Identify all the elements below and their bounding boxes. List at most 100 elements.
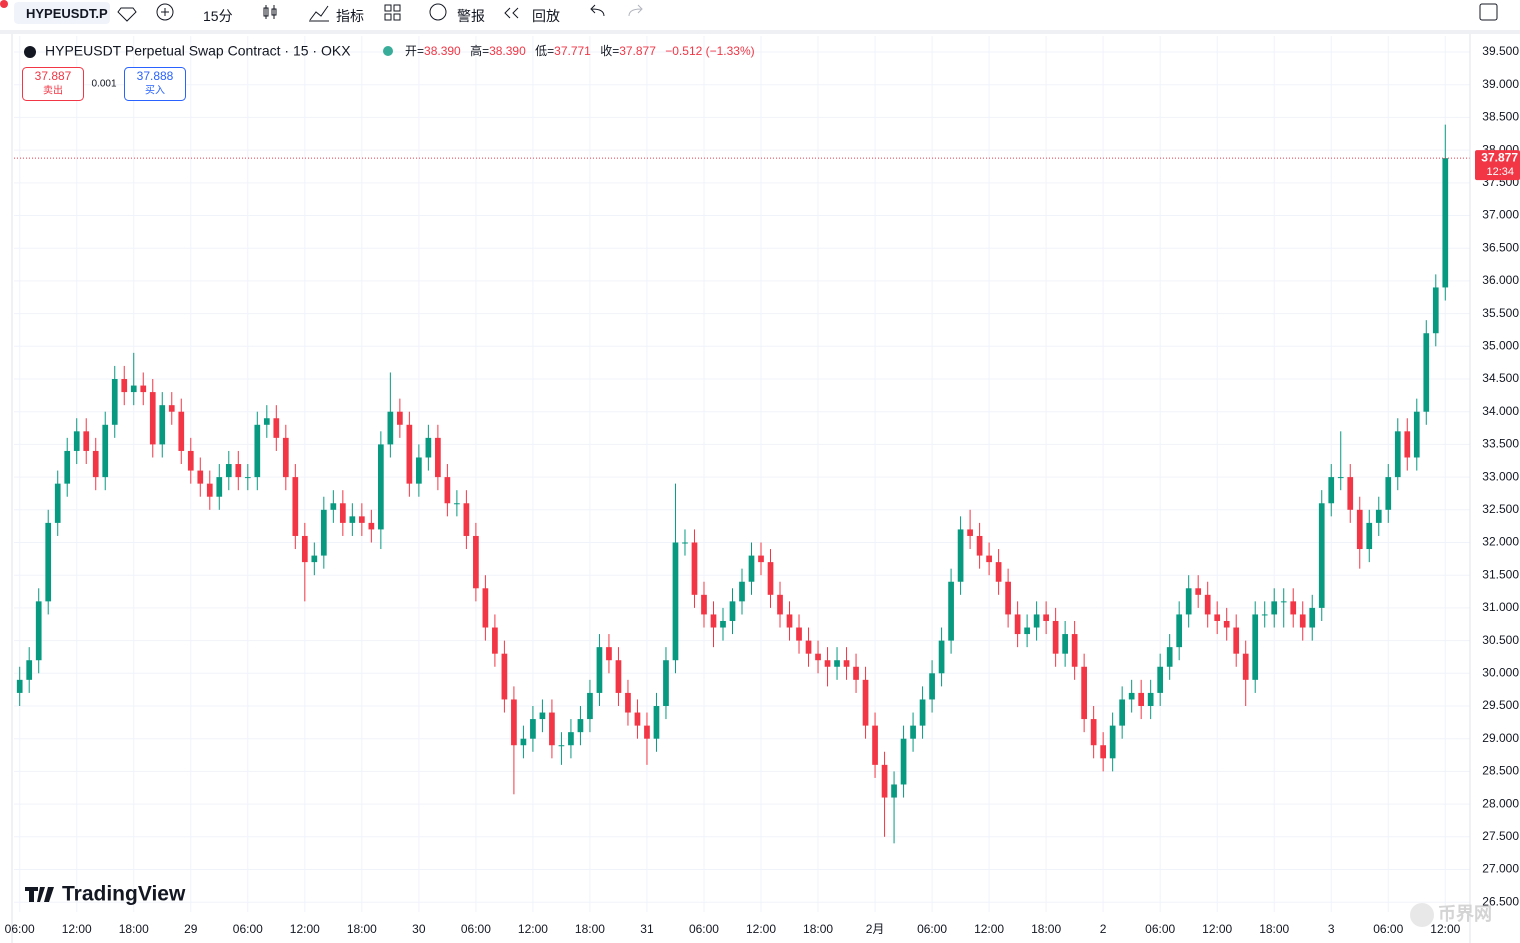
candle-body [1081, 666, 1087, 720]
x-tick-label: 3 [1328, 922, 1335, 936]
candle-body [672, 542, 679, 661]
candle-body [1195, 588, 1202, 595]
candle-body [805, 640, 812, 654]
legend-value: 38.390 [424, 44, 461, 58]
x-tick-label: 30 [412, 922, 426, 936]
candle-body [1252, 614, 1259, 680]
symbol-button[interactable] [14, 2, 110, 24]
candle-body [872, 725, 878, 765]
legend-value: 37.771 [554, 44, 591, 58]
y-tick-label: 33.000 [1482, 469, 1519, 483]
x-tick-label: 2 [1100, 922, 1107, 936]
symbol[interactable]: HYPEUSDT.P [26, 6, 108, 21]
candle-body [596, 647, 603, 693]
candle-body [482, 588, 489, 628]
candle-body [577, 719, 584, 733]
buy-button[interactable] [124, 67, 186, 101]
candle-body [1356, 509, 1363, 550]
candle-body [1214, 614, 1221, 621]
candle-body [644, 725, 650, 739]
legend-change: −0.512 (−1.33%) [665, 44, 754, 58]
candle-body [311, 555, 318, 563]
candle-body [121, 379, 128, 393]
candle-body [796, 627, 802, 641]
legend-label: 高= [470, 43, 489, 58]
x-tick-label: 12:00 [974, 922, 1004, 936]
x-tick-label: 12:00 [746, 922, 776, 936]
candle-body [710, 614, 717, 628]
legend-label: 开= [405, 44, 424, 58]
candle-body [73, 431, 80, 451]
candle-body [634, 712, 641, 726]
candle-body [995, 562, 1002, 582]
candle-body [1423, 333, 1430, 412]
interval[interactable]: 15分 [203, 8, 233, 24]
candle-body [748, 555, 755, 582]
candle-body [824, 660, 831, 667]
y-tick-label: 30.500 [1482, 633, 1519, 647]
candle-body [615, 660, 622, 693]
candle-body [64, 450, 71, 484]
candle-body [777, 594, 783, 615]
sell-price: 37.887 [35, 69, 72, 83]
candle-body [587, 692, 593, 720]
candle-body [292, 477, 299, 536]
candle-body [159, 405, 166, 445]
candle-body [834, 660, 840, 667]
candle-body [45, 522, 52, 602]
candle-body [473, 535, 479, 589]
candle-body [178, 411, 185, 451]
candle-body [168, 405, 175, 412]
candle-body [263, 418, 270, 425]
x-tick-label: 18:00 [119, 922, 149, 936]
candle-body [881, 764, 888, 798]
candle-body [387, 411, 394, 445]
y-tick-label: 39.000 [1482, 77, 1519, 91]
plot [14, 124, 1470, 844]
candle-body [349, 516, 356, 523]
y-tick-label: 30.000 [1482, 665, 1519, 679]
candle-body [358, 516, 365, 523]
alerts[interactable]: 警报 [457, 8, 485, 24]
candle-body [454, 503, 460, 505]
countdown-label: 12:34 [1486, 166, 1514, 178]
candle-body [216, 477, 223, 497]
candle-body [1119, 699, 1126, 726]
x-tick-label: 06:00 [5, 922, 35, 936]
candle-body [273, 418, 280, 438]
x-tick-label: 06:00 [689, 922, 719, 936]
candle-body [435, 437, 441, 478]
candle-body [862, 679, 869, 726]
candle-body [539, 712, 546, 720]
candle-body [339, 503, 346, 523]
candle-body [530, 719, 536, 739]
buy-label: 买入 [145, 85, 165, 97]
candle-body [511, 699, 517, 746]
candle-body [368, 522, 375, 530]
candle-body [406, 424, 413, 484]
y-tick-label: 28.000 [1482, 796, 1519, 810]
candle-body [282, 437, 289, 478]
replay[interactable]: 回放 [532, 8, 560, 24]
candle-body [130, 385, 137, 393]
x-tick-label: 12:00 [1202, 922, 1232, 936]
y-tick-label: 27.500 [1482, 829, 1519, 843]
candle-body [301, 535, 308, 563]
y-tick-label: 32.500 [1482, 502, 1519, 516]
candle-body [520, 738, 527, 746]
y-tick-label: 36.500 [1482, 240, 1519, 254]
indicators[interactable]: 指标 [336, 8, 364, 24]
candle-body [1043, 614, 1049, 621]
sell-button[interactable] [22, 67, 84, 101]
candle-body [786, 614, 793, 628]
y-tick-label: 35.500 [1482, 306, 1519, 320]
candle-body [492, 627, 498, 654]
y-tick-label: 35.000 [1482, 338, 1519, 352]
candle-body [891, 784, 897, 798]
candle-body [1071, 634, 1078, 667]
candle-body [663, 660, 669, 706]
candle-body [1033, 614, 1040, 628]
candle-body [1090, 719, 1097, 746]
y-tick-label: 29.500 [1482, 698, 1519, 712]
candle-body [739, 581, 745, 602]
